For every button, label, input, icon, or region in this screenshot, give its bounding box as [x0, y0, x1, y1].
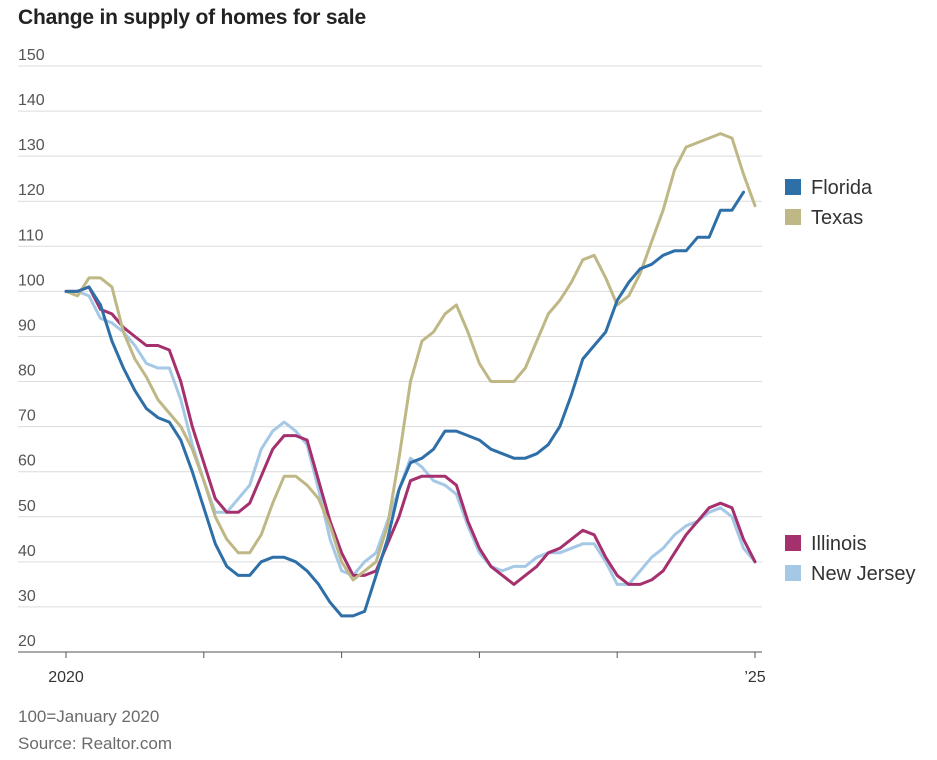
- y-tick-label: 90: [18, 317, 36, 334]
- legend-swatch-florida: [785, 179, 801, 195]
- source-credit: Source: Realtor.com: [18, 734, 173, 753]
- legend-swatch-texas: [785, 209, 801, 225]
- x-tick-label: 2020: [48, 669, 84, 686]
- legend-swatch-illinois: [785, 535, 801, 551]
- y-tick-label: 130: [18, 137, 45, 154]
- legend: Florida Texas Illinois New Jersey: [785, 177, 915, 585]
- y-tick-label: 50: [18, 498, 36, 515]
- line-chart: 20 30 40 50 60 70 80 90 100 110 120 130 140 150 2020 ’…: [18, 47, 915, 686]
- y-tick-label: 30: [18, 588, 36, 605]
- legend-label-florida: Florida: [811, 177, 873, 199]
- y-tick-label: 140: [18, 92, 45, 109]
- series-lines: [64, 132, 757, 618]
- legend-label-texas: Texas: [811, 207, 863, 229]
- y-tick-label: 60: [18, 453, 36, 470]
- x-axis: 2020 ’25: [48, 652, 766, 686]
- series-line-illinois: [64, 285, 757, 586]
- y-tick-label: 120: [18, 182, 45, 199]
- y-tick-label: 110: [18, 227, 44, 244]
- series-line-texas: [64, 132, 757, 582]
- series-line-new-jersey: [64, 289, 757, 586]
- y-tick-label: 80: [18, 363, 36, 380]
- y-axis-ticks: 20 30 40 50 60 70 80 90 100 110 120 130 140 150: [18, 47, 45, 650]
- index-note: 100=January 2020: [18, 707, 160, 726]
- legend-label-illinois: Illinois: [811, 533, 867, 555]
- y-tick-label: 20: [18, 633, 36, 650]
- chart-title: Change in supply of homes for sale: [18, 6, 366, 29]
- y-tick-label: 100: [18, 272, 45, 289]
- y-tick-label: 150: [18, 47, 45, 64]
- gridlines: [18, 65, 762, 653]
- y-tick-label: 40: [18, 543, 36, 560]
- x-tick-label: ’25: [744, 669, 765, 686]
- y-tick-label: 70: [18, 408, 36, 425]
- legend-label-new-jersey: New Jersey: [811, 563, 915, 585]
- series-line-florida: [64, 190, 745, 618]
- legend-swatch-new-jersey: [785, 565, 801, 581]
